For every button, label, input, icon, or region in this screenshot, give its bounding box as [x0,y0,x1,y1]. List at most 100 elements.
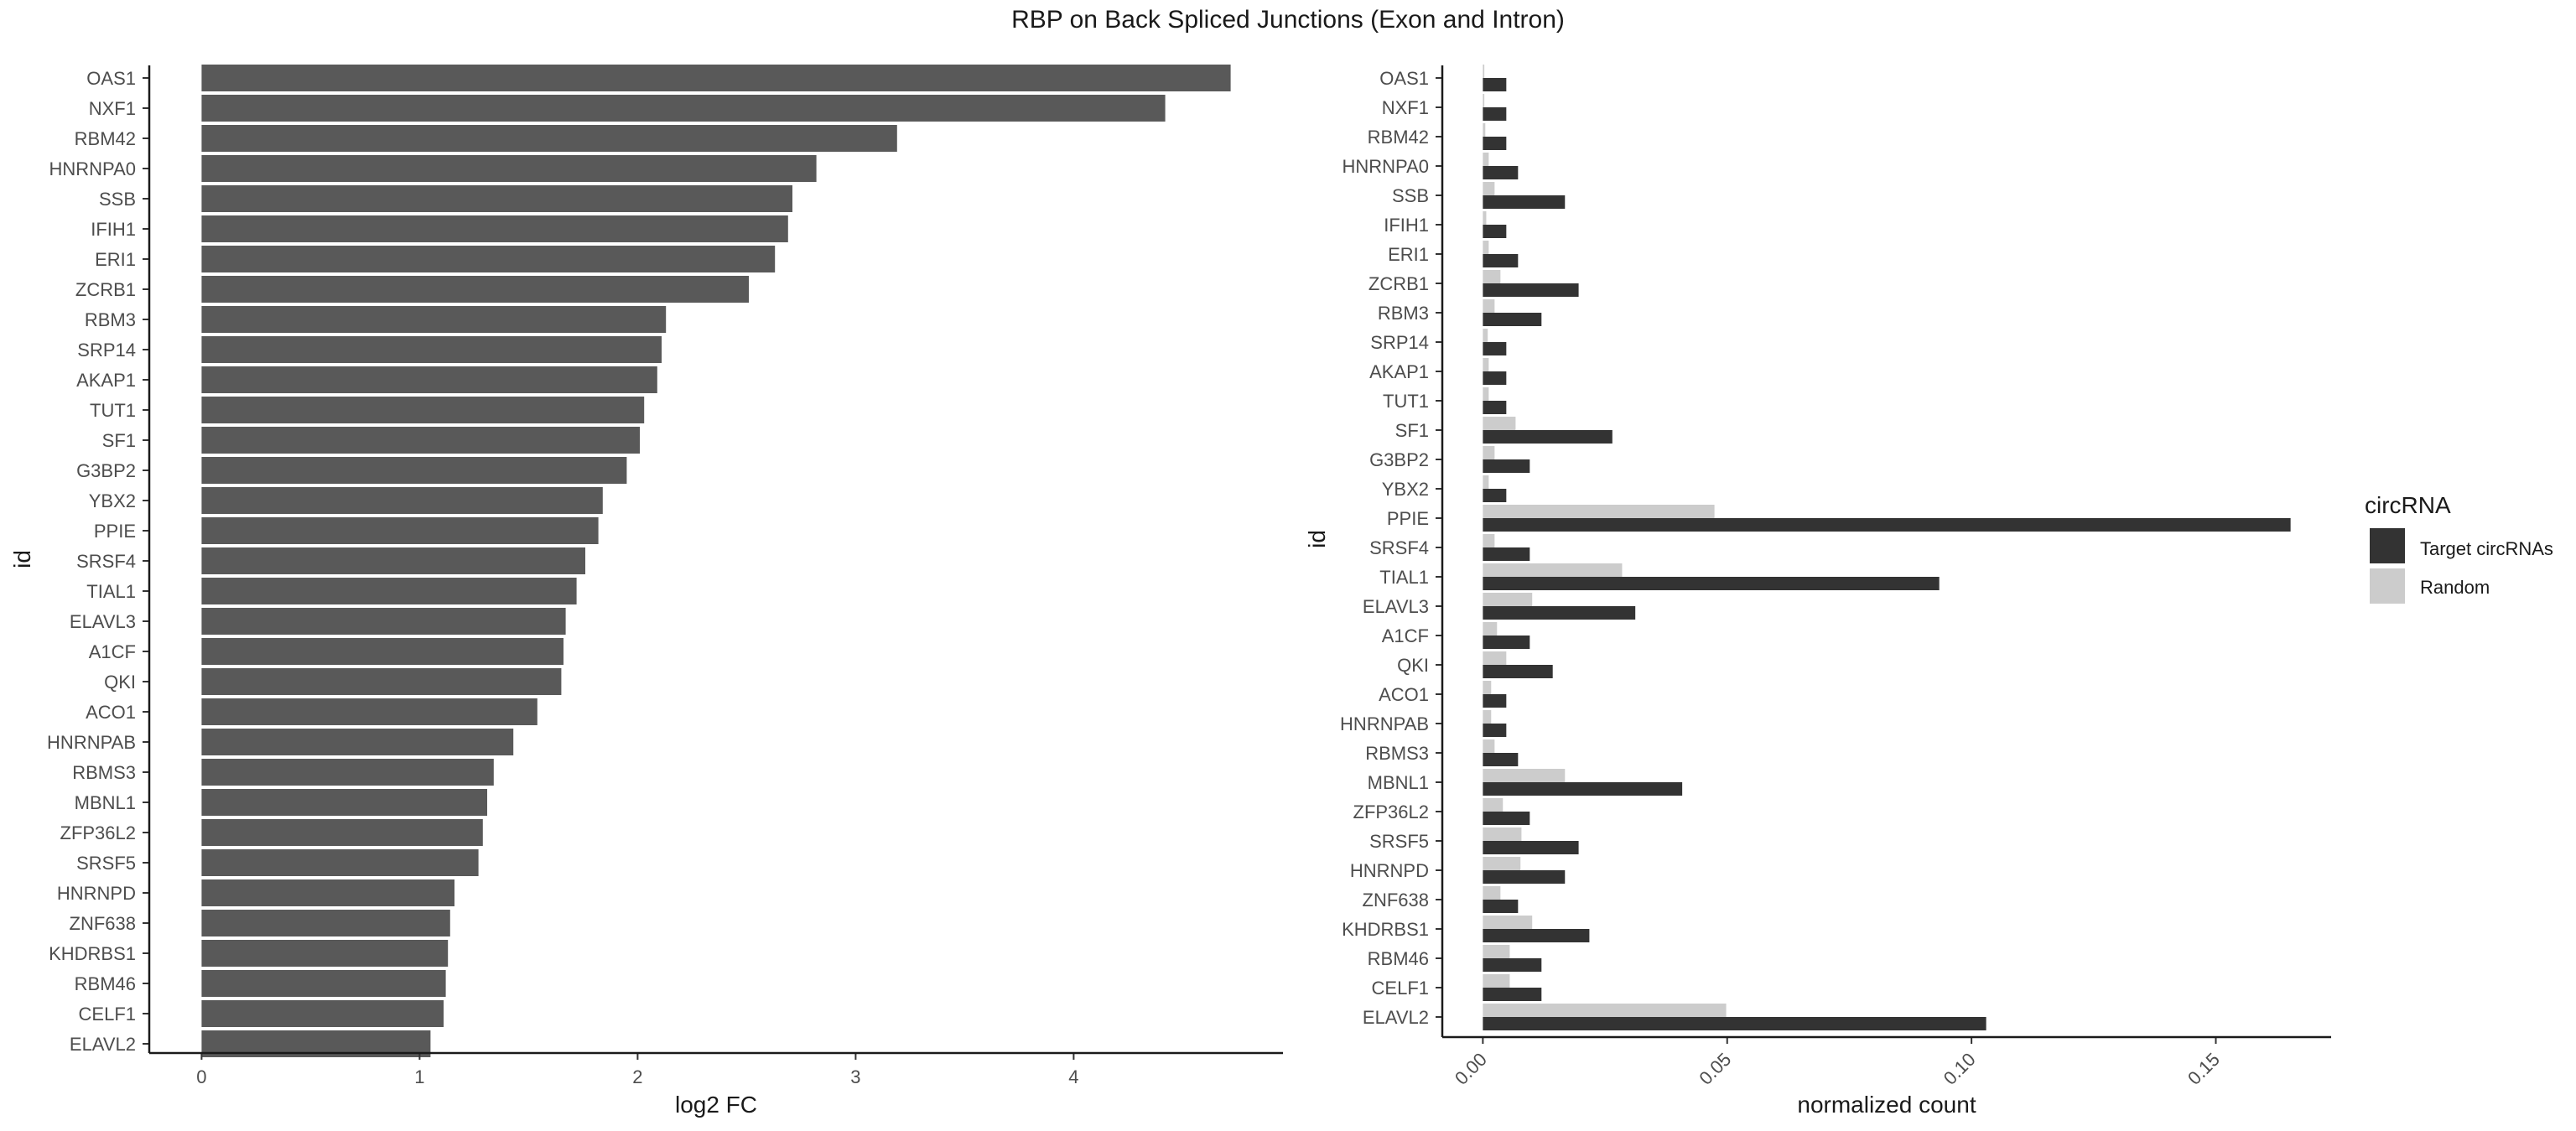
y-label-aco1: ACO1 [86,702,136,723]
y-label-g3bp2: G3BP2 [1369,449,1429,470]
bar-target-rbms3 [1483,753,1519,766]
y-label-oas1: OAS1 [1379,68,1429,89]
bar-hnrnpa0 [201,155,817,182]
chart-title: RBP on Back Spliced Junctions (Exon and … [1011,6,1565,34]
y-label-rbm46: RBM46 [1368,948,1429,969]
bar-target-nxf1 [1483,107,1507,121]
bar-target-zcrb1 [1483,283,1579,297]
y-label-mbnl1: MBNL1 [1368,772,1429,793]
bar-srsf4 [201,547,585,574]
left-x-axis-title: log2 FC [675,1092,757,1118]
y-label-ppie: PPIE [1387,508,1429,529]
y-label-aco1: ACO1 [1379,684,1429,705]
bar-random-rbm3 [1483,299,1495,313]
y-label-nxf1: NXF1 [89,98,136,119]
bar-target-rbm42 [1483,137,1507,150]
bar-ssb [201,185,792,212]
y-label-celf1: CELF1 [1372,978,1429,999]
left-x-ticks: 0 1 2 3 4 [196,1053,1079,1087]
y-label-a1cf: A1CF [1382,625,1429,646]
bar-random-aco1 [1483,681,1492,694]
bar-target-oas1 [1483,78,1507,91]
y-label-tut1: TUT1 [90,400,136,421]
bar-target-celf1 [1483,988,1542,1001]
bar-target-ifih1 [1483,225,1507,238]
y-label-rbms3: RBMS3 [72,762,136,783]
legend-swatch-target-circrnas [2370,528,2405,563]
legend-swatch-random [2370,568,2405,604]
bar-target-qki [1483,665,1553,678]
bar-random-rbm46 [1483,945,1510,958]
bar-random-ssb [1483,182,1495,195]
y-label-khdrbs1: KHDRBS1 [49,943,136,964]
y-label-ifih1: IFIH1 [91,219,136,240]
bar-rbm46 [201,970,446,997]
bar-random-ybx2 [1483,475,1489,489]
bar-ifih1 [201,215,788,242]
bar-znf638 [201,910,450,936]
legend-title: circRNA [2365,492,2451,518]
y-label-ssb: SSB [99,189,136,210]
y-label-eri1: ERI1 [95,249,136,270]
bar-random-elavl3 [1483,593,1533,606]
bar-akap1 [201,366,657,393]
y-label-elavl3: ELAVL3 [70,611,136,632]
x-tick-label-0-05: 0.05 [1695,1049,1735,1089]
y-label-srsf5: SRSF5 [1369,831,1429,852]
bar-target-rbm46 [1483,958,1542,972]
y-label-hnrnpa0: HNRNPA0 [49,158,136,179]
y-label-srsf5: SRSF5 [76,853,136,874]
bar-target-hnrnpa0 [1483,166,1519,179]
y-label-khdrbs1: KHDRBS1 [1342,919,1429,940]
y-label-rbms3: RBMS3 [1365,743,1429,764]
y-label-rbm3: RBM3 [85,309,136,330]
left-y-axis-title: id [9,550,35,568]
bar-target-elavl3 [1483,606,1636,620]
bar-random-zcrb1 [1483,270,1501,283]
y-label-hnrnpd: HNRNPD [1350,860,1429,881]
y-label-rbm3: RBM3 [1378,303,1429,324]
right-y-axis-title: id [1304,530,1330,548]
bar-zcrb1 [201,276,749,303]
bar-target-eri1 [1483,254,1519,267]
bar-oas1 [201,65,1231,91]
bar-target-tial1 [1483,577,1940,590]
right-x-ticks: 0.00 0.05 0.10 0.15 [1451,1037,2224,1089]
y-label-oas1: OAS1 [86,68,136,89]
y-label-elavl2: ELAVL2 [70,1034,136,1055]
bar-target-znf638 [1483,900,1519,913]
left-bars [201,65,1231,1057]
y-label-mbnl1: MBNL1 [75,792,136,813]
y-label-ybx2: YBX2 [1382,479,1429,500]
y-label-akap1: AKAP1 [76,370,136,391]
y-label-eri1: ERI1 [1388,244,1429,265]
legend-label-target-circrnas: Target circRNAs [2420,538,2553,559]
y-label-hnrnpab: HNRNPAB [1340,713,1429,734]
y-label-akap1: AKAP1 [1369,361,1429,382]
y-label-sf1: SF1 [1395,420,1429,441]
y-label-ifih1: IFIH1 [1384,215,1429,236]
y-label-qki: QKI [1397,655,1429,676]
bar-tial1 [201,578,577,604]
x-tick-label-2: 2 [632,1066,642,1087]
x-tick-label-0: 0 [196,1066,206,1087]
y-label-zfp36l2: ZFP36L2 [1353,802,1430,822]
bar-random-mbnl1 [1483,769,1566,782]
bar-target-zfp36l2 [1483,812,1530,825]
bar-target-hnrnpab [1483,724,1507,737]
bar-rbm42 [201,125,897,152]
bar-random-g3bp2 [1483,446,1495,459]
bar-target-a1cf [1483,636,1530,649]
bar-target-sf1 [1483,430,1613,444]
bar-random-eri1 [1483,241,1489,254]
y-label-tut1: TUT1 [1383,391,1429,412]
bar-target-akap1 [1483,371,1507,385]
bar-ppie [201,517,599,544]
right-y-tick-labels: OAS1 NXF1 RBM42 HNRNPA0 SSB IFIH1 ERI1 ZCRB1 RBM… [1340,68,1442,1028]
bar-target-rbm3 [1483,313,1542,326]
legend-label-random: Random [2420,577,2490,598]
bar-target-ssb [1483,195,1566,209]
y-label-elavl3: ELAVL3 [1363,596,1429,617]
